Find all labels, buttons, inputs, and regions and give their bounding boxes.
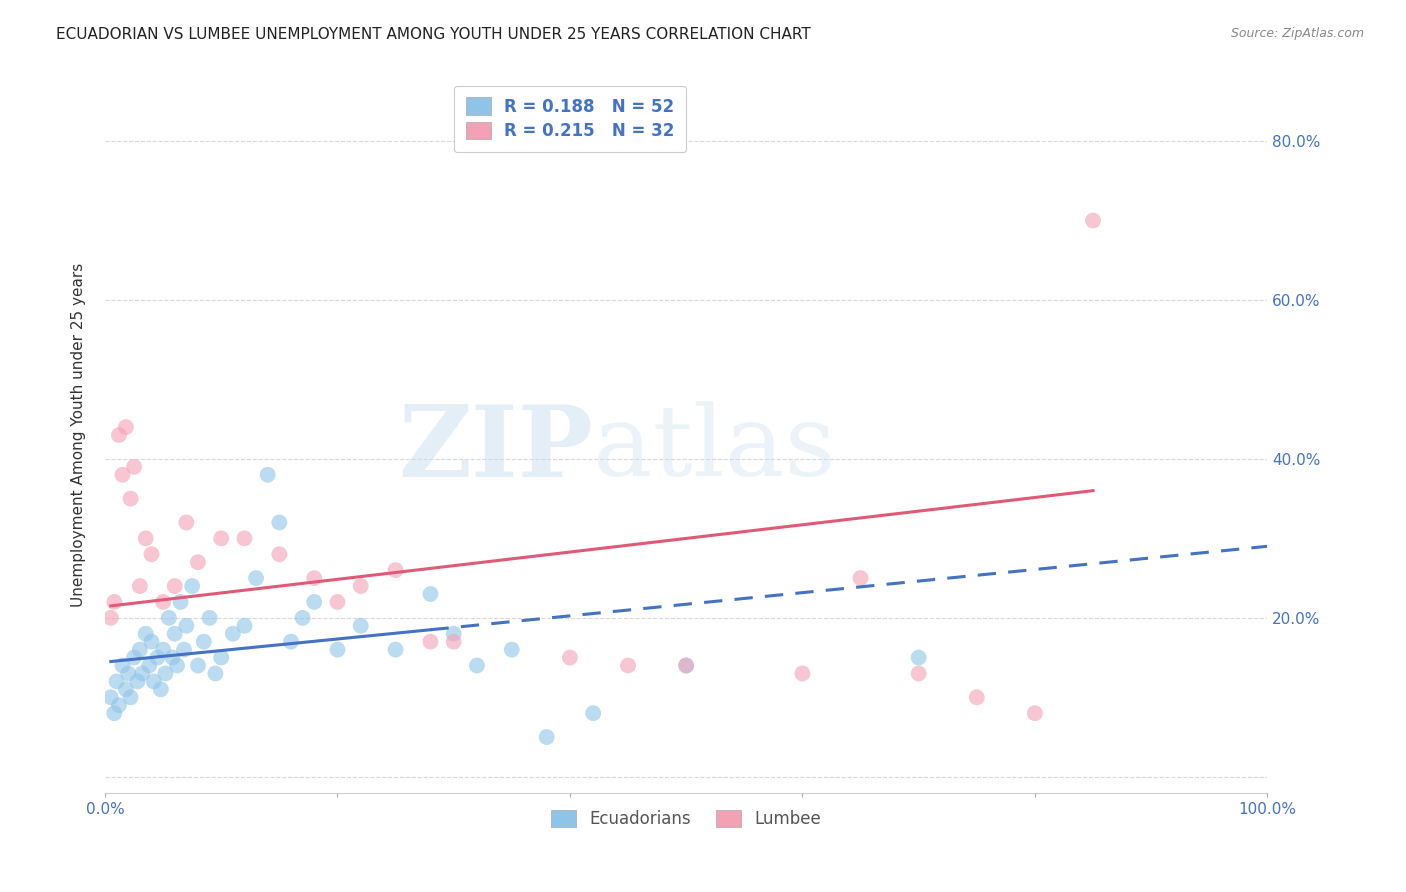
Point <box>128 579 150 593</box>
Point <box>675 658 697 673</box>
Point <box>187 658 209 673</box>
Point <box>152 595 174 609</box>
Point <box>907 650 929 665</box>
Point <box>127 674 149 689</box>
Point <box>122 459 145 474</box>
Point <box>162 650 184 665</box>
Point <box>222 626 245 640</box>
Text: ZIP: ZIP <box>398 401 593 498</box>
Point <box>103 706 125 721</box>
Point <box>269 547 291 561</box>
Point <box>501 642 523 657</box>
Point <box>100 611 122 625</box>
Point <box>1024 706 1046 721</box>
Point <box>141 634 163 648</box>
Point <box>193 634 215 648</box>
Point <box>157 611 180 625</box>
Point <box>966 690 988 705</box>
Point <box>443 634 465 648</box>
Point <box>198 611 221 625</box>
Point <box>176 619 198 633</box>
Point <box>209 532 232 546</box>
Point <box>302 595 325 609</box>
Text: atlas: atlas <box>593 401 837 497</box>
Point <box>465 658 488 673</box>
Point <box>122 650 145 665</box>
Point <box>103 595 125 609</box>
Point <box>176 516 198 530</box>
Point <box>141 547 163 561</box>
Point <box>135 532 157 546</box>
Point <box>163 626 186 640</box>
Point <box>111 658 134 673</box>
Point <box>1081 213 1104 227</box>
Point <box>419 634 441 648</box>
Point <box>108 698 131 713</box>
Point <box>181 579 204 593</box>
Point <box>233 619 256 633</box>
Point <box>256 467 278 482</box>
Text: Source: ZipAtlas.com: Source: ZipAtlas.com <box>1230 27 1364 40</box>
Point <box>617 658 640 673</box>
Point <box>582 706 605 721</box>
Point <box>204 666 226 681</box>
Point <box>146 650 169 665</box>
Point <box>152 642 174 657</box>
Point <box>100 690 122 705</box>
Point <box>245 571 267 585</box>
Point <box>849 571 872 585</box>
Point <box>326 642 349 657</box>
Point <box>169 595 191 609</box>
Point <box>149 682 172 697</box>
Point <box>142 674 165 689</box>
Point <box>115 682 138 697</box>
Text: ECUADORIAN VS LUMBEE UNEMPLOYMENT AMONG YOUTH UNDER 25 YEARS CORRELATION CHART: ECUADORIAN VS LUMBEE UNEMPLOYMENT AMONG … <box>56 27 811 42</box>
Y-axis label: Unemployment Among Youth under 25 years: Unemployment Among Youth under 25 years <box>72 263 86 607</box>
Point <box>187 555 209 569</box>
Point <box>105 674 128 689</box>
Point <box>120 690 142 705</box>
Point <box>536 730 558 744</box>
Point <box>117 666 139 681</box>
Point <box>558 650 581 665</box>
Point <box>350 619 373 633</box>
Point <box>384 642 406 657</box>
Legend: Ecuadorians, Lumbee: Ecuadorians, Lumbee <box>544 803 828 834</box>
Point <box>675 658 697 673</box>
Point <box>166 658 188 673</box>
Point <box>163 579 186 593</box>
Point <box>135 626 157 640</box>
Point <box>302 571 325 585</box>
Point <box>384 563 406 577</box>
Point <box>209 650 232 665</box>
Point <box>128 642 150 657</box>
Point <box>115 420 138 434</box>
Point <box>280 634 302 648</box>
Point <box>326 595 349 609</box>
Point <box>111 467 134 482</box>
Point <box>443 626 465 640</box>
Point <box>291 611 314 625</box>
Point <box>120 491 142 506</box>
Point <box>269 516 291 530</box>
Point <box>131 666 153 681</box>
Point <box>233 532 256 546</box>
Point <box>907 666 929 681</box>
Point <box>350 579 373 593</box>
Point <box>108 428 131 442</box>
Point <box>138 658 160 673</box>
Point <box>173 642 195 657</box>
Point <box>155 666 177 681</box>
Point <box>419 587 441 601</box>
Point <box>792 666 814 681</box>
